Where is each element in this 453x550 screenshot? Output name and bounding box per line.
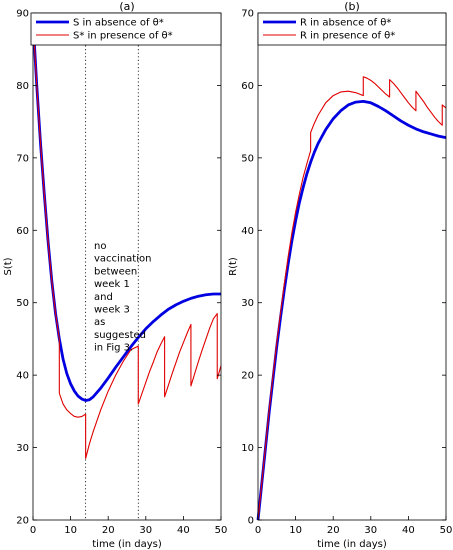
- panel-a-x-axis-label: time (in days): [92, 539, 162, 550]
- panel-b-legend-box: [257, 12, 447, 46]
- panel-a-annotation-line: week 3: [94, 305, 130, 316]
- panel-a-y-tick-label: 60: [16, 226, 29, 237]
- panel-b-legend-label-presence: R in presence of θ*: [300, 31, 395, 42]
- panel-a-y-tick-label: 30: [16, 443, 29, 454]
- panel-a-annotation-line: as: [94, 317, 105, 328]
- panel-a-annotation-line: in Fig 3.: [94, 343, 133, 354]
- panel-b-x-tick-label: 50: [440, 525, 453, 536]
- panel-a-x-tick-label: 50: [215, 525, 228, 536]
- panel-b-series-absence-line: [256, 99, 447, 521]
- panel-b-legend-label-absence: R in absence of θ*: [300, 18, 391, 29]
- panel-a-y-tick-label: 90: [16, 9, 29, 20]
- panel-a-legend-box: [30, 12, 222, 46]
- panel-b-y-tick-label: 70: [241, 9, 254, 20]
- panel-a-annotation-line: no: [94, 241, 106, 252]
- panel-a-y-tick-label: 50: [16, 298, 29, 309]
- panel-a-legend-label-presence: S* in presence of θ*: [73, 31, 173, 42]
- panel-a-annotation-line: between: [94, 266, 137, 277]
- panel-a-x-tick-label: 30: [139, 525, 152, 536]
- panel-a-annotation-line: week 1: [94, 279, 130, 290]
- panel-a-y-axis-label: S(t): [3, 257, 14, 275]
- panel-b-y-tick-label: 30: [241, 298, 254, 309]
- panel-a-y-tick-label: 20: [16, 516, 29, 527]
- panel-a-annotation: no vaccination between week 1 and week 3 as sug…: [94, 241, 151, 354]
- chart-panel-a: 0 10 20 30 40 50 20 30 40 50 60 70 80 90 (a) time (in d…: [3, 0, 227, 550]
- panel-a-annotation-line: suggested: [94, 330, 146, 341]
- panel-a-series-presence-line: [32, 20, 222, 459]
- panel-b-x-axis-label: time (in days): [317, 539, 387, 550]
- panel-a-y-tick-label: 80: [16, 81, 29, 92]
- panel-a-x-tick-label: 0: [30, 525, 36, 536]
- panel-b-y-tick-label: 10: [241, 443, 254, 454]
- panel-b-title: (b): [344, 0, 360, 13]
- panel-b-y-axis-label: R(t): [228, 257, 239, 276]
- panel-a-legend-label-absence: S in absence of θ*: [73, 18, 164, 29]
- panel-a-annotation-line: and: [94, 292, 113, 303]
- panel-a-x-tick-label: 40: [177, 525, 190, 536]
- panel-b-x-tick-label: 10: [289, 525, 302, 536]
- panel-b-y-tick-label: 60: [241, 81, 254, 92]
- panel-a-y-tick-label: 40: [16, 371, 29, 382]
- panel-b-axes-frame: [257, 12, 447, 521]
- panel-b-x-tick-label: 20: [327, 525, 340, 536]
- panel-a-title: (a): [119, 0, 134, 13]
- panel-a-x-tick-label: 20: [102, 525, 115, 536]
- panel-b-y-tick-label: 40: [241, 226, 254, 237]
- panel-b-y-tick-label: 0: [248, 516, 254, 527]
- panel-b-x-tick-label: 40: [402, 525, 415, 536]
- panel-a-annotation-line: vaccination: [94, 254, 151, 265]
- panel-a-y-tick-label: 70: [16, 153, 29, 164]
- panel-a-x-tick-label: 10: [64, 525, 77, 536]
- panel-b-x-tick-label: 30: [364, 525, 377, 536]
- panel-b-series-presence-line: [257, 76, 447, 521]
- panel-b-y-tick-label: 50: [241, 153, 254, 164]
- panel-b-y-tick-label: 20: [241, 371, 254, 382]
- panel-b-x-tick-label: 0: [255, 525, 261, 536]
- chart-panel-b: 0 10 20 30 40 50 0 10 20 30 40 50 60 70 (b) time (in da…: [228, 0, 452, 550]
